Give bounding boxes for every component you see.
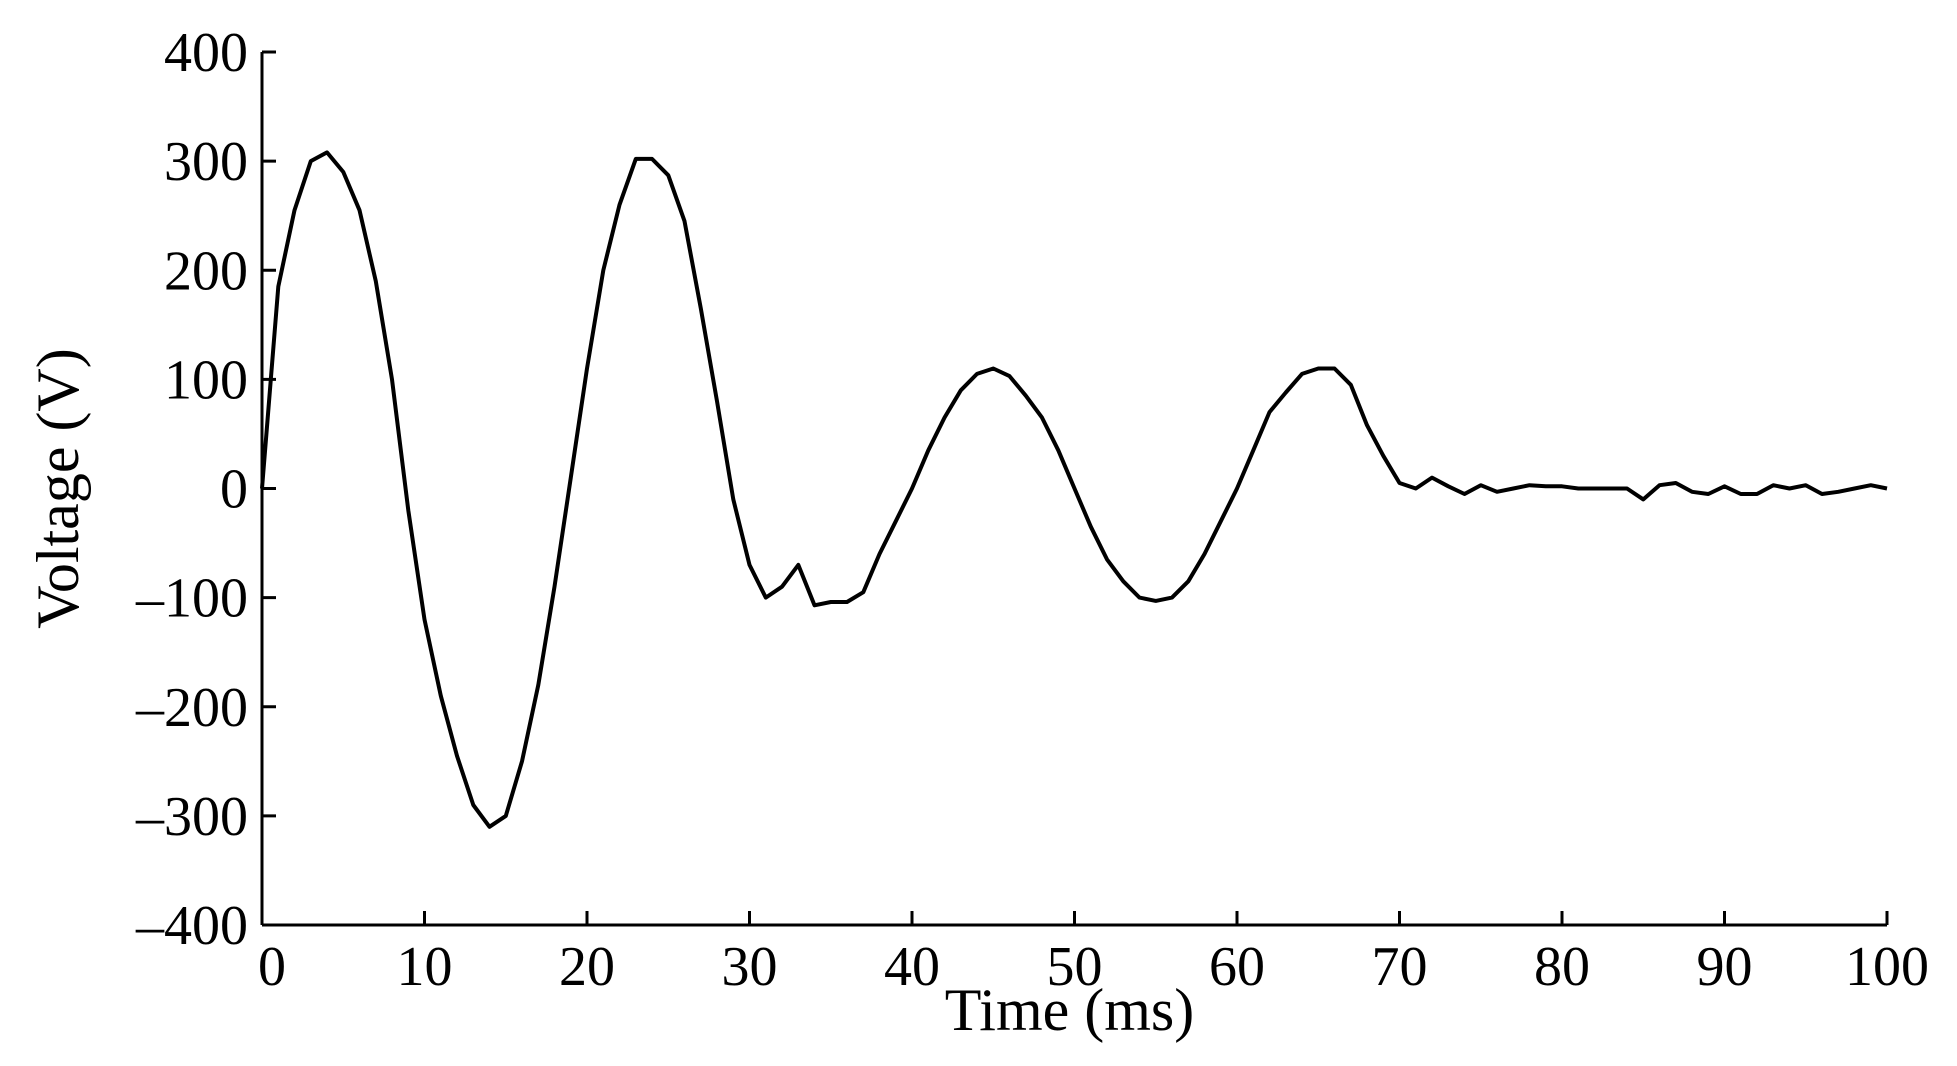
- x-tick-label: 30: [722, 936, 778, 998]
- x-ticks: 0 10 20 30 40 50 60 70 80 90 100: [258, 911, 1929, 998]
- y-tick-label: 300: [164, 131, 248, 193]
- y-tick-label: –200: [135, 677, 248, 739]
- x-axis-title: Time (ms): [945, 977, 1195, 1043]
- y-ticks: 400 300 200 100 0 –100 –200 –300 –400: [135, 22, 276, 957]
- x-tick-label: 80: [1534, 936, 1590, 998]
- x-tick-label: 0: [258, 936, 286, 998]
- y-tick-label: –300: [135, 786, 248, 848]
- y-tick-label: 0: [220, 459, 248, 521]
- y-tick-label: –100: [135, 568, 248, 630]
- x-tick-label: 100: [1845, 936, 1929, 998]
- series-group: [260, 150, 1888, 829]
- y-tick-label: 100: [164, 349, 248, 411]
- y-tick-label: –400: [135, 895, 248, 957]
- voltage-series-line: [260, 150, 1888, 829]
- x-tick-label: 20: [559, 936, 615, 998]
- x-tick-label: 90: [1697, 936, 1753, 998]
- y-axis-title: Voltage (V): [25, 348, 91, 629]
- y-tick-label: 400: [164, 22, 248, 84]
- x-tick-label: 60: [1209, 936, 1265, 998]
- x-tick-label: 50: [1047, 936, 1103, 998]
- x-tick-label: 10: [397, 936, 453, 998]
- y-tick-label: 200: [164, 240, 248, 302]
- x-tick-label: 40: [884, 936, 940, 998]
- x-tick-label: 70: [1372, 936, 1428, 998]
